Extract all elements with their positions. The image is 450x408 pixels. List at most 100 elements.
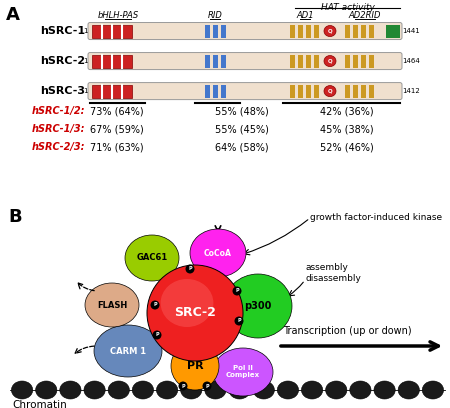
Ellipse shape	[202, 381, 211, 390]
Ellipse shape	[422, 381, 444, 399]
Ellipse shape	[398, 381, 419, 399]
Bar	[298, 84, 303, 98]
Text: 1: 1	[84, 58, 88, 64]
Ellipse shape	[277, 381, 298, 399]
Ellipse shape	[125, 235, 179, 281]
Bar	[92, 84, 132, 98]
Text: B: B	[8, 208, 22, 226]
Ellipse shape	[302, 381, 323, 399]
Ellipse shape	[150, 301, 159, 310]
FancyBboxPatch shape	[88, 82, 402, 100]
Text: P: P	[181, 384, 185, 388]
Bar	[369, 24, 374, 38]
Text: HAT activity: HAT activity	[320, 3, 374, 12]
Text: 55% (45%): 55% (45%)	[215, 124, 269, 134]
Text: p300: p300	[244, 301, 272, 311]
Bar	[213, 24, 218, 38]
Text: bHLH-PAS: bHLH-PAS	[97, 11, 139, 20]
Bar	[298, 55, 303, 68]
Text: assembly
disassembly: assembly disassembly	[305, 263, 361, 283]
Text: 52% (46%): 52% (46%)	[320, 142, 374, 152]
Bar	[345, 24, 350, 38]
Text: P: P	[237, 319, 241, 324]
Text: 42% (36%): 42% (36%)	[320, 106, 374, 116]
Bar	[298, 24, 303, 38]
Text: AD2RID: AD2RID	[349, 11, 381, 20]
Bar	[205, 84, 210, 98]
Bar	[345, 55, 350, 68]
Bar	[361, 55, 366, 68]
Ellipse shape	[374, 381, 395, 399]
Bar	[314, 84, 319, 98]
Text: P: P	[155, 333, 159, 337]
Text: growth factor-induced kinase: growth factor-induced kinase	[310, 213, 442, 222]
Ellipse shape	[132, 381, 153, 399]
Text: P: P	[205, 384, 209, 388]
Bar	[369, 55, 374, 68]
Text: Pol II
Complex: Pol II Complex	[226, 366, 260, 379]
Ellipse shape	[185, 264, 194, 273]
Text: 45% (38%): 45% (38%)	[320, 124, 374, 134]
Ellipse shape	[180, 381, 202, 399]
Text: 64% (58%): 64% (58%)	[215, 142, 269, 152]
Bar	[205, 55, 210, 68]
Bar	[221, 24, 226, 38]
Text: hSRC-2/3:: hSRC-2/3:	[32, 142, 85, 152]
Text: Transcription (up or down): Transcription (up or down)	[283, 326, 412, 336]
Text: hSRC-1/2:: hSRC-1/2:	[32, 106, 85, 116]
Text: 1: 1	[84, 28, 88, 34]
Text: P: P	[188, 266, 192, 271]
Ellipse shape	[324, 55, 336, 67]
Bar	[205, 24, 210, 38]
Text: Q: Q	[328, 29, 332, 33]
Ellipse shape	[108, 381, 130, 399]
Bar	[345, 84, 350, 98]
Text: 67% (59%): 67% (59%)	[90, 124, 144, 134]
Text: 73% (64%): 73% (64%)	[90, 106, 144, 116]
Ellipse shape	[213, 348, 273, 396]
Bar	[361, 84, 366, 98]
Text: A: A	[6, 6, 20, 24]
Bar	[361, 24, 366, 38]
Ellipse shape	[11, 381, 33, 399]
Ellipse shape	[324, 86, 336, 97]
Ellipse shape	[179, 381, 188, 390]
Bar	[314, 24, 319, 38]
Ellipse shape	[60, 381, 81, 399]
Bar	[221, 84, 226, 98]
Bar	[290, 84, 295, 98]
Bar	[369, 84, 374, 98]
Text: hSRC-1/3:: hSRC-1/3:	[32, 124, 85, 134]
Ellipse shape	[94, 325, 162, 377]
Ellipse shape	[233, 286, 242, 295]
Ellipse shape	[224, 274, 292, 338]
Text: AD1: AD1	[296, 11, 314, 20]
Ellipse shape	[190, 229, 246, 277]
Bar	[92, 24, 132, 38]
Bar	[353, 84, 358, 98]
Text: 1464: 1464	[402, 58, 420, 64]
Text: 1412: 1412	[402, 88, 420, 94]
Ellipse shape	[171, 342, 219, 390]
Bar	[213, 84, 218, 98]
Ellipse shape	[229, 381, 250, 399]
Text: P: P	[235, 288, 239, 293]
Ellipse shape	[234, 317, 243, 326]
Text: CARM 1: CARM 1	[110, 346, 146, 355]
Text: Chromatin: Chromatin	[12, 400, 67, 408]
Ellipse shape	[84, 381, 105, 399]
Ellipse shape	[157, 381, 178, 399]
Text: FLASH: FLASH	[97, 301, 127, 310]
FancyBboxPatch shape	[88, 53, 402, 70]
Ellipse shape	[253, 381, 274, 399]
Text: hSRC-2: hSRC-2	[40, 56, 85, 66]
Text: RID: RID	[207, 11, 222, 20]
Text: hSRC-1: hSRC-1	[40, 26, 85, 36]
Text: P: P	[153, 302, 157, 308]
Ellipse shape	[324, 26, 336, 37]
Text: 55% (48%): 55% (48%)	[215, 106, 269, 116]
Bar	[353, 24, 358, 38]
Ellipse shape	[205, 381, 226, 399]
Text: PR: PR	[187, 361, 203, 371]
Bar	[314, 55, 319, 68]
